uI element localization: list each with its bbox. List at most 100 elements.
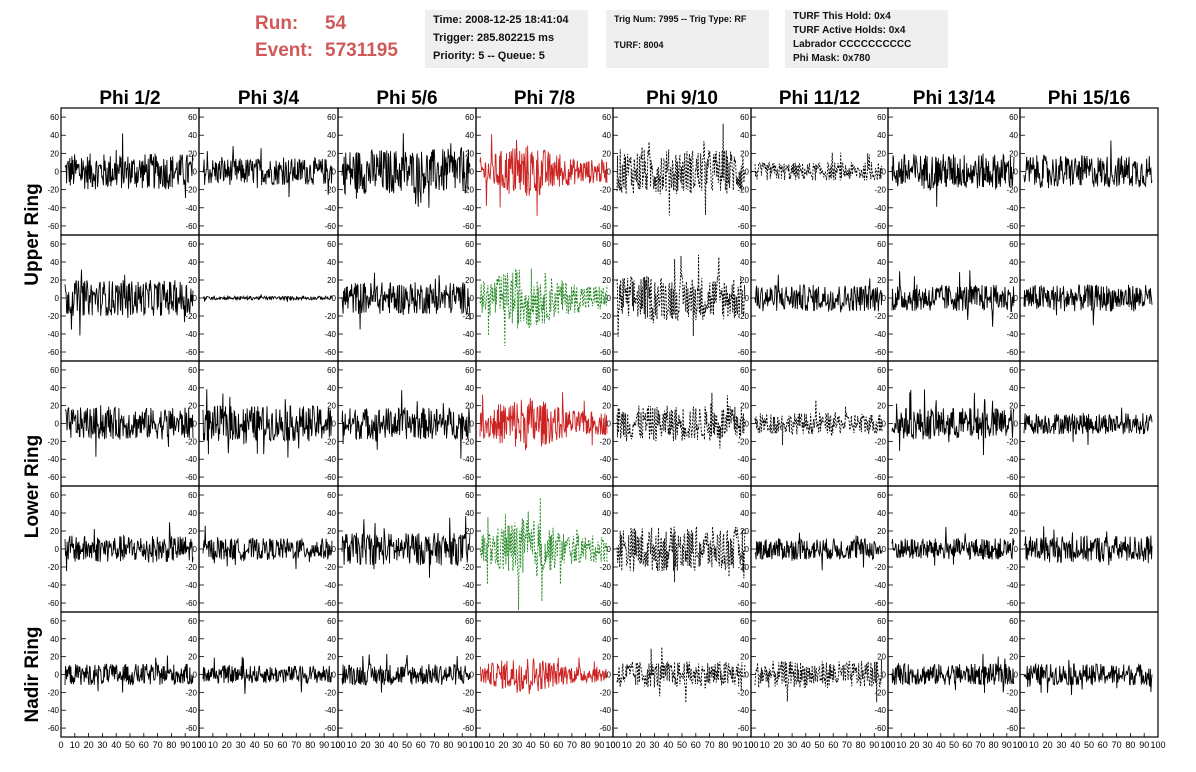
x-tick-label: 80 — [856, 740, 866, 750]
x-tick-label: 70 — [842, 740, 852, 750]
y-tick-label: 40 — [877, 509, 886, 518]
x-tick-label: 20 — [773, 740, 783, 750]
y-tick-label: 0 — [55, 671, 60, 680]
y-tick-label: 20 — [602, 276, 611, 285]
y-tick-label: -20 — [324, 688, 336, 697]
y-tick-label: 20 — [50, 149, 59, 158]
x-tick-label: 70 — [430, 740, 440, 750]
y-tick-label: 40 — [327, 131, 336, 140]
turf-line: TURF: 8004 — [614, 40, 664, 50]
y-tick-label: -40 — [324, 330, 336, 339]
y-tick-label: -60 — [874, 348, 886, 357]
y-tick-label: 60 — [465, 491, 474, 500]
y-tick-label: 40 — [327, 258, 336, 267]
y-tick-label: 0 — [55, 420, 60, 429]
y-tick-label: -40 — [47, 204, 59, 213]
y-tick-label: 40 — [188, 131, 197, 140]
y-tick-label: 60 — [465, 617, 474, 626]
y-tick-label: 20 — [327, 149, 336, 158]
ring-label: Nadir Ring — [22, 626, 43, 722]
waveform-line — [479, 134, 608, 216]
y-tick-label: 60 — [877, 240, 886, 249]
x-tick-label: 0 — [1017, 740, 1022, 750]
y-tick-label: 40 — [1009, 258, 1018, 267]
waveform-line — [479, 268, 608, 347]
waveform-line — [1023, 407, 1153, 446]
trigger-line: Trigger: 285.802215 ms — [433, 32, 555, 44]
y-tick-label: 20 — [327, 527, 336, 536]
x-tick-label: 80 — [305, 740, 315, 750]
waveform-line — [479, 657, 608, 695]
y-tick-label: -20 — [1006, 186, 1018, 195]
y-tick-label: 40 — [1009, 131, 1018, 140]
x-tick-label: 100 — [1150, 740, 1165, 750]
x-tick-label: 0 — [610, 740, 615, 750]
y-tick-label: 20 — [877, 402, 886, 411]
x-tick-label: 40 — [936, 740, 946, 750]
y-tick-label: 60 — [602, 366, 611, 375]
y-tick-label: 60 — [877, 113, 886, 122]
y-tick-label: 0 — [193, 671, 198, 680]
y-tick-label: 20 — [877, 653, 886, 662]
x-tick-label: 70 — [153, 740, 163, 750]
x-tick-label: 20 — [498, 740, 508, 750]
y-tick-label: 0 — [332, 420, 337, 429]
y-tick-label: 20 — [50, 276, 59, 285]
column-title: Phi 7/8 — [514, 88, 575, 109]
y-tick-label: -60 — [47, 599, 59, 608]
waveform-line — [202, 389, 333, 458]
panel-frame — [612, 360, 752, 487]
y-tick-label: -20 — [1006, 688, 1018, 697]
turf-active-line: TURF Active Holds: 0x4 — [793, 25, 906, 36]
x-tick-label: 10 — [622, 740, 632, 750]
x-tick-label: 100 — [191, 740, 206, 750]
y-tick-label: 20 — [327, 276, 336, 285]
y-tick-label: -40 — [874, 204, 886, 213]
y-tick-label: 20 — [188, 402, 197, 411]
waveform-line — [754, 400, 883, 446]
phi-mask-line: Phi Mask: 0x780 — [793, 53, 871, 64]
y-tick-label: 20 — [877, 276, 886, 285]
y-tick-label: -20 — [874, 688, 886, 697]
x-tick-label: 90 — [869, 740, 879, 750]
run-label: Run: — [255, 13, 299, 34]
x-tick-label: 0 — [885, 740, 890, 750]
waveform-line — [479, 392, 608, 451]
waveform-line — [1023, 284, 1153, 326]
event-label: Event: — [255, 40, 314, 61]
y-tick-label: -40 — [185, 204, 197, 213]
y-tick-label: -40 — [737, 706, 749, 715]
y-tick-label: -40 — [185, 455, 197, 464]
waveform-line — [754, 532, 883, 571]
ring-label: Upper Ring — [22, 183, 43, 285]
x-tick-label: 70 — [975, 740, 985, 750]
x-tick-label: 100 — [880, 740, 895, 750]
turf-hold-line: TURF This Hold: 0x4 — [793, 11, 891, 22]
x-tick-label: 0 — [196, 740, 201, 750]
y-tick-label: 60 — [740, 113, 749, 122]
y-tick-label: -40 — [874, 581, 886, 590]
y-tick-label: 40 — [1009, 635, 1018, 644]
event-value: 5731195 — [325, 40, 398, 61]
y-tick-label: -40 — [1006, 204, 1018, 213]
y-tick-label: 40 — [877, 131, 886, 140]
y-tick-label: 40 — [327, 635, 336, 644]
y-tick-label: 20 — [602, 149, 611, 158]
x-tick-label: 70 — [705, 740, 715, 750]
y-tick-label: 0 — [332, 168, 337, 177]
y-tick-label: -60 — [874, 222, 886, 231]
y-tick-label: -40 — [462, 204, 474, 213]
y-tick-label: 40 — [465, 509, 474, 518]
y-tick-label: -40 — [737, 204, 749, 213]
x-tick-label: 70 — [567, 740, 577, 750]
waveform-line — [341, 515, 471, 578]
x-tick-label: 10 — [485, 740, 495, 750]
y-tick-label: 20 — [465, 149, 474, 158]
x-tick-label: 60 — [553, 740, 563, 750]
y-tick-label: -60 — [185, 222, 197, 231]
x-tick-label: 50 — [125, 740, 135, 750]
x-tick-label: 40 — [250, 740, 260, 750]
waveform-line — [341, 653, 471, 693]
y-tick-label: 40 — [1009, 509, 1018, 518]
x-tick-label: 50 — [402, 740, 412, 750]
